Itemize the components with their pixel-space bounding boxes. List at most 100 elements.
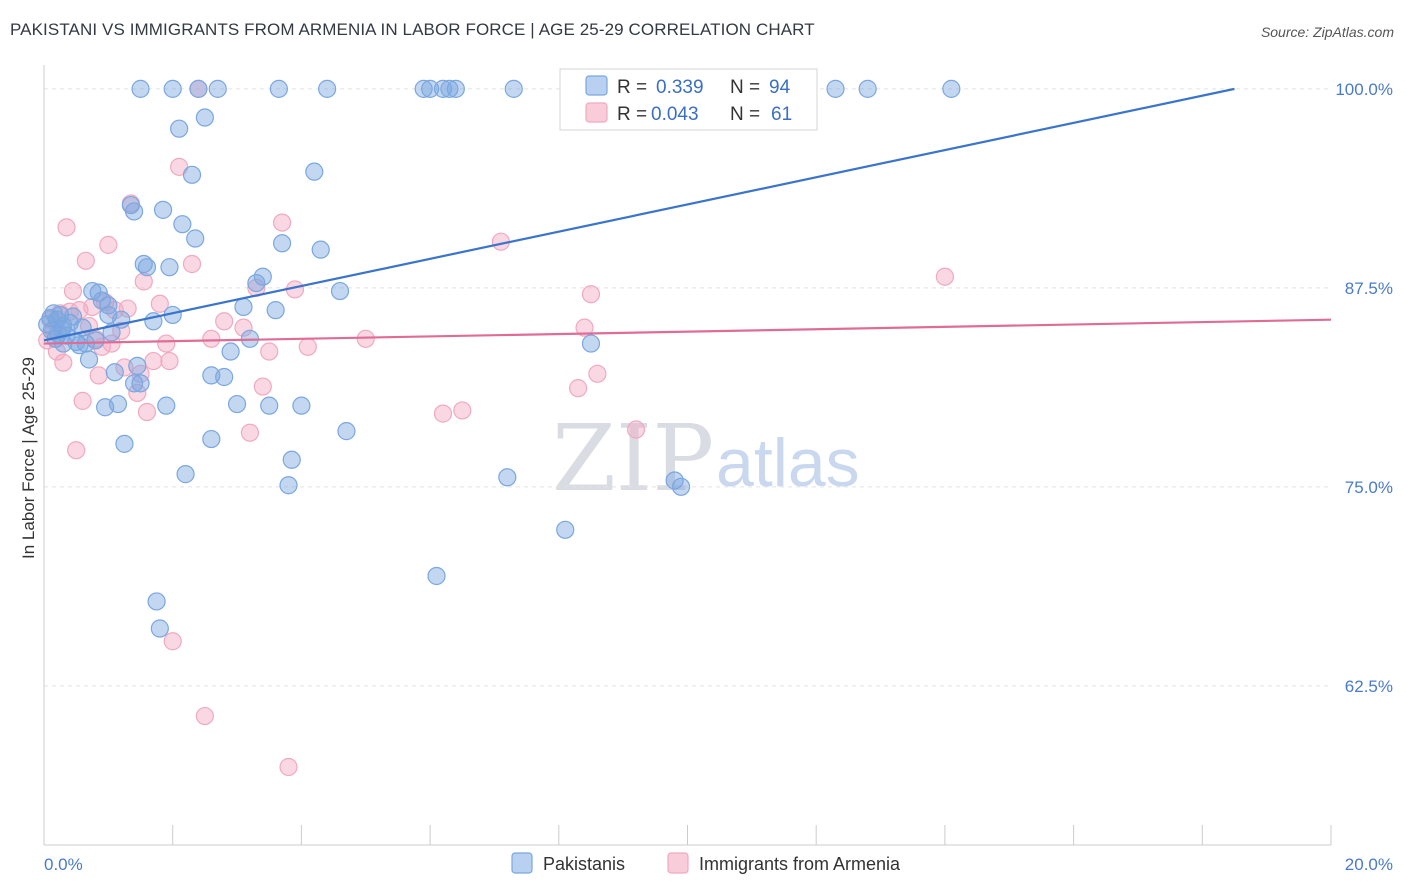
pakistanis-point-24 bbox=[105, 363, 124, 382]
pakistanis-point-38 bbox=[157, 396, 176, 415]
legend-swatch-pakistanis bbox=[585, 75, 608, 96]
armenia-point-33 bbox=[160, 351, 179, 371]
legend-swatch-armenia bbox=[585, 102, 608, 123]
armenia-point-16 bbox=[89, 366, 108, 385]
armenia-point-55 bbox=[575, 318, 594, 337]
stats-legend: R = 0.339 N = 94 R = 0.043 N = 61 bbox=[559, 68, 818, 131]
armenia-point-12 bbox=[76, 251, 95, 270]
pakistanis-point-45 bbox=[186, 229, 205, 248]
armenia-point-31 bbox=[150, 294, 169, 313]
pakistanis-point-60 bbox=[279, 476, 298, 495]
pakistanis-point-62 bbox=[292, 396, 311, 415]
armenia-point-57 bbox=[588, 364, 607, 383]
bottom-legend-label-pakistanis: Pakistanis bbox=[543, 854, 625, 874]
watermark-atlas: atlas bbox=[716, 425, 860, 501]
legend-r-label-2: R = bbox=[617, 104, 647, 125]
gridlines bbox=[44, 88, 1331, 687]
pakistanis-point-36 bbox=[150, 619, 169, 638]
pakistanis-point-39 bbox=[160, 258, 179, 277]
armenia-point-60 bbox=[935, 267, 955, 286]
y-tick-labels: 100.0% 87.5% 75.0% 62.5% bbox=[1335, 80, 1393, 696]
y-tick-label-3: 62.5% bbox=[1345, 677, 1393, 696]
armenia-point-34 bbox=[163, 632, 182, 651]
pakistanis-point-32 bbox=[134, 254, 153, 274]
pakistanis-point-30 bbox=[128, 356, 147, 375]
armenia-point-19 bbox=[99, 235, 118, 254]
pakistanis-point-17 bbox=[83, 281, 102, 301]
pakistanis-point-42 bbox=[173, 215, 192, 234]
pakistanis-point-44 bbox=[182, 165, 202, 184]
pakistanis-point-23 bbox=[102, 323, 121, 342]
armenia-point-38 bbox=[195, 706, 214, 726]
armenia-point-26 bbox=[128, 383, 147, 403]
y-tick-label-2: 75.0% bbox=[1345, 478, 1393, 497]
pakistanis-point-49 bbox=[208, 79, 227, 98]
watermark-zip: ZIP bbox=[552, 405, 714, 512]
bottom-legend-swatch-armenia bbox=[667, 852, 689, 874]
pakistanis-point-84 bbox=[942, 79, 961, 98]
pakistanis-point-64 bbox=[311, 240, 330, 259]
armenia-point-30 bbox=[144, 351, 163, 371]
axes bbox=[43, 65, 1332, 846]
pakistanis-point-70 bbox=[440, 79, 459, 98]
pakistanis-point-73 bbox=[498, 468, 517, 487]
pakistanis-point-29 bbox=[124, 202, 144, 221]
pakistanis-point-91 bbox=[99, 296, 118, 315]
bottom-legend-label-armenia: Immigrants from Armenia bbox=[699, 854, 901, 874]
bottom-legend: Pakistanis Immigrants from Armenia bbox=[511, 852, 901, 874]
pakistanis-point-25 bbox=[108, 394, 128, 414]
trendline-armenia bbox=[43, 318, 1332, 345]
bottom-legend-swatch-pakistanis bbox=[511, 852, 533, 874]
pakistanis-point-57 bbox=[260, 396, 279, 415]
pakistanis-point-48 bbox=[202, 429, 221, 449]
pakistanis-point-66 bbox=[330, 281, 350, 301]
pakistanis-point-85 bbox=[131, 79, 150, 98]
armenia-point-42 bbox=[240, 423, 260, 442]
pakistanis-point-58 bbox=[266, 301, 285, 320]
armenia-point-24 bbox=[118, 299, 137, 318]
armenia-point-49 bbox=[298, 337, 317, 356]
y-tick-label-1: 87.5% bbox=[1345, 279, 1393, 298]
pakistanis-point-31 bbox=[131, 374, 150, 393]
pakistanis-point-83 bbox=[858, 79, 877, 98]
pakistanis-point-46 bbox=[189, 79, 208, 98]
armenia-point-44 bbox=[253, 377, 272, 396]
legend-n-label-1: N = bbox=[730, 77, 760, 98]
armenia-point-47 bbox=[279, 757, 298, 777]
armenia-point-36 bbox=[182, 254, 202, 274]
pakistanis-point-87 bbox=[269, 79, 288, 98]
armenia-point-9 bbox=[67, 441, 86, 460]
pakistanis-point-75 bbox=[556, 520, 575, 539]
armenia-point-56 bbox=[581, 285, 601, 304]
legend-n-value-2: 61 bbox=[771, 104, 792, 125]
watermark: ZIP atlas bbox=[552, 405, 860, 512]
pakistanis-point-27 bbox=[115, 434, 134, 453]
pakistanis-point-71 bbox=[427, 566, 446, 586]
armenia-point-6 bbox=[57, 218, 76, 237]
chart-title: PAKISTANI VS IMMIGRANTS FROM ARMENIA IN … bbox=[10, 20, 815, 39]
armenia-point-51 bbox=[433, 404, 453, 423]
pakistanis-point-86 bbox=[163, 79, 182, 98]
trend-lines bbox=[43, 87, 1332, 345]
chart-source: Source: ZipAtlas.com bbox=[1260, 24, 1394, 40]
armenia-point-45 bbox=[260, 342, 279, 361]
pakistanis-point-33 bbox=[137, 258, 157, 277]
armenia-point-11 bbox=[73, 391, 92, 410]
pakistanis-point-59 bbox=[272, 234, 292, 253]
armenia-point-39 bbox=[202, 329, 221, 348]
trendline-pakistanis bbox=[43, 87, 1235, 342]
armenia-point-58 bbox=[626, 420, 646, 439]
armenia-point-5 bbox=[54, 353, 73, 372]
y-axis-label: In Labor Force | Age 25-29 bbox=[19, 357, 38, 559]
pakistanis-point-56 bbox=[253, 267, 272, 286]
pakistanis-point-92 bbox=[124, 374, 144, 393]
pakistanis-point-88 bbox=[414, 79, 433, 98]
armenia-point-41 bbox=[234, 318, 253, 337]
armenia-point-40 bbox=[215, 312, 234, 331]
armenia-point-46 bbox=[272, 213, 292, 232]
legend-n-label-2: N = bbox=[730, 104, 760, 125]
x-tick-label-max: 20.0% bbox=[1345, 855, 1393, 874]
pakistanis-point-69 bbox=[433, 79, 453, 98]
pakistanis-point-65 bbox=[318, 79, 337, 98]
